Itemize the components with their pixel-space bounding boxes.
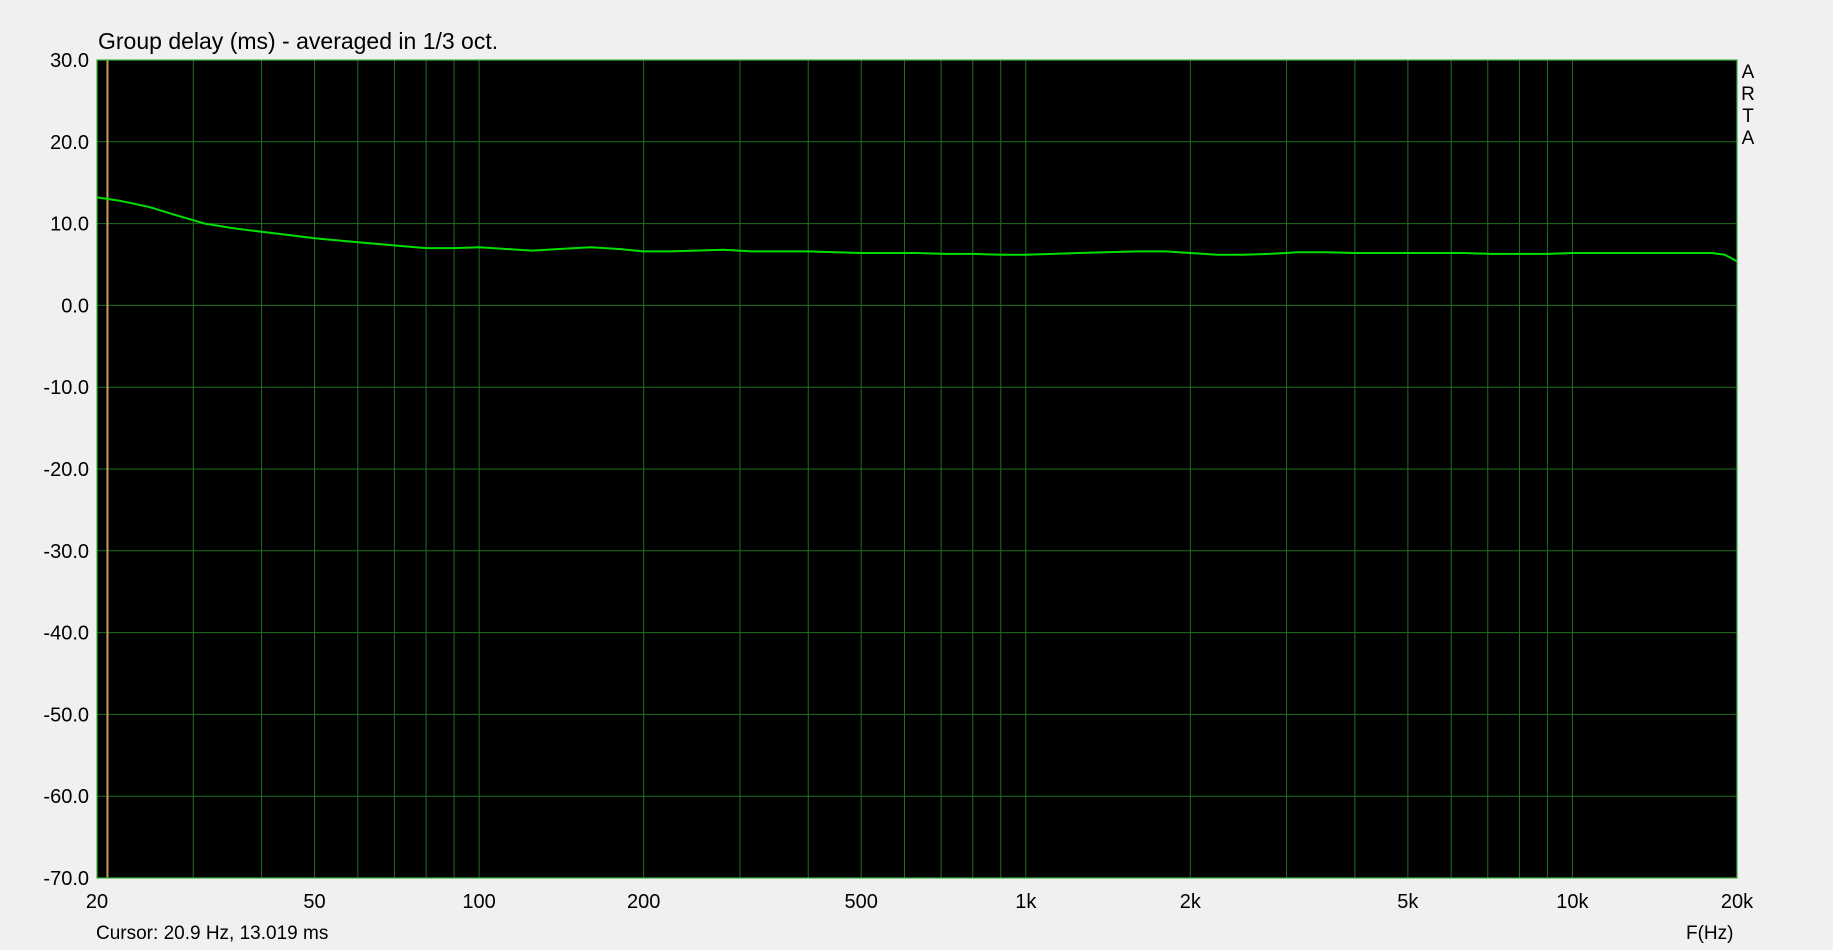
- watermark-letter: A: [1742, 128, 1755, 149]
- x-tick-label: 100: [462, 891, 495, 913]
- y-tick-label: -50.0: [43, 704, 89, 726]
- y-tick-label: -60.0: [43, 786, 89, 808]
- x-tick-label: 50: [303, 891, 325, 913]
- x-tick-label: 1k: [1015, 891, 1037, 913]
- y-axis-ticks: 30.0 20.0 10.0 0.0 -10.0 -20.0 -30.0 -40.0 -50.0…: [43, 50, 89, 890]
- watermark-letter: A: [1742, 62, 1755, 83]
- x-tick-label: 2k: [1180, 891, 1202, 913]
- y-tick-label: -20.0: [43, 459, 89, 481]
- x-axis-label: F(Hz): [1686, 923, 1733, 944]
- x-tick-label: 500: [845, 891, 878, 913]
- y-tick-label: -40.0: [43, 623, 89, 645]
- y-tick-label: 20.0: [50, 132, 89, 154]
- chart-title: Group delay (ms) - averaged in 1/3 oct.: [98, 28, 498, 54]
- watermark-letter: T: [1742, 106, 1754, 127]
- cursor-readout: Cursor: 20.9 Hz, 13.019 ms: [96, 923, 328, 944]
- y-tick-label: 0.0: [61, 295, 89, 317]
- y-tick-label: 10.0: [50, 214, 89, 236]
- plot-frame: [96, 59, 1738, 879]
- series-layer: [96, 196, 1738, 263]
- x-tick-label: 10k: [1556, 891, 1589, 913]
- y-tick-label: -10.0: [43, 377, 89, 399]
- x-tick-label: 200: [627, 891, 660, 913]
- watermark-letter: R: [1741, 84, 1755, 105]
- x-axis-ticks: 20 50 100 200 500 1k 2k 5k 10k 20k: [86, 891, 1754, 913]
- x-tick-label: 20k: [1721, 891, 1754, 913]
- group-delay-line: [96, 196, 1738, 263]
- x-tick-label: 5k: [1397, 891, 1419, 913]
- y-tick-label: -30.0: [43, 541, 89, 563]
- x-tick-label: 20: [86, 891, 108, 913]
- y-tick-label: 30.0: [50, 50, 89, 72]
- y-tick-label: -70.0: [43, 868, 89, 890]
